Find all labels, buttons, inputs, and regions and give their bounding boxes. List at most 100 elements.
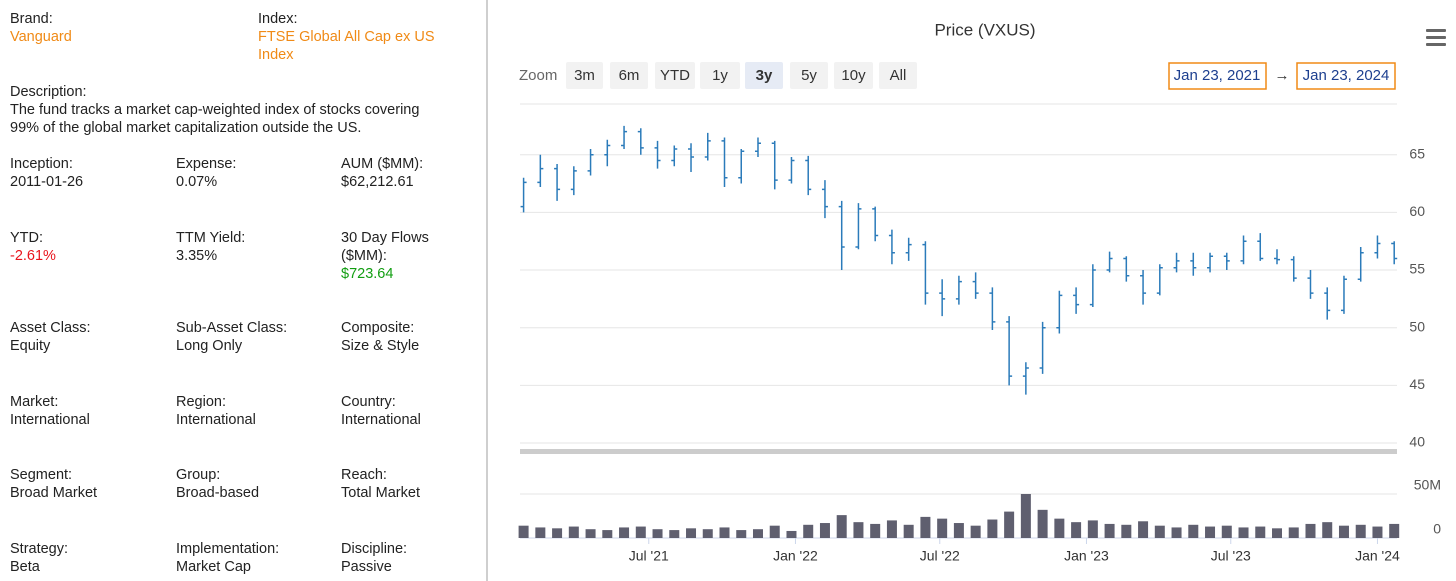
ohlc-bar xyxy=(821,180,828,219)
volume-bar xyxy=(1205,526,1216,538)
y2-tick-label: 50M xyxy=(1414,477,1441,493)
field-label: AUM ($MM): xyxy=(341,156,424,172)
field-label: TTM Yield: xyxy=(176,230,246,246)
volume-bar xyxy=(769,525,780,538)
description: The fund tracks a market cap-weighted in… xyxy=(10,102,420,136)
date-input[interactable] xyxy=(1168,62,1267,90)
volume-bar xyxy=(803,524,814,538)
ohlc-bar xyxy=(888,229,895,265)
ohlc-bar xyxy=(721,137,728,188)
range-from: Jan 23, 2021 xyxy=(1174,67,1261,84)
zoom-button-label: 5y xyxy=(801,67,817,84)
volume-bar xyxy=(1071,522,1082,538)
ohlc-bar xyxy=(1223,252,1230,271)
volume-bar xyxy=(1037,509,1048,538)
volume-bar xyxy=(635,526,646,538)
ohlc-bar xyxy=(1073,287,1080,314)
zoom-button-label: 1y xyxy=(712,67,728,84)
volume-bar xyxy=(1272,528,1283,538)
ohlc-bar xyxy=(1123,256,1130,282)
ohlc-bar xyxy=(554,163,561,201)
y-tick-label: 60 xyxy=(1409,203,1425,219)
ohlc-bar xyxy=(537,154,544,188)
ohlc-bar xyxy=(1039,321,1046,374)
ohlc-bar xyxy=(621,125,628,149)
zoom-button[interactable] xyxy=(790,62,828,89)
volume-bar xyxy=(1004,511,1015,538)
field-value: Vanguard xyxy=(10,29,72,45)
zoom-button-label: All xyxy=(890,67,907,84)
field-label: Inception: xyxy=(10,156,73,172)
zoom-button[interactable] xyxy=(655,62,695,89)
volume-bar xyxy=(518,525,529,538)
ohlc-bar xyxy=(838,200,845,271)
field-label: Expense: xyxy=(176,156,237,172)
volume-bar xyxy=(953,523,964,538)
field-label: Strategy: xyxy=(10,541,69,557)
volume-bar xyxy=(920,516,931,538)
field-value: International xyxy=(341,412,421,428)
navigator-bar xyxy=(520,449,1397,454)
zoom-button[interactable] xyxy=(610,62,648,89)
volume-bar xyxy=(819,523,830,538)
volume-bar xyxy=(1087,520,1098,538)
zoom-button[interactable] xyxy=(879,62,917,89)
ohlc-bar xyxy=(1391,241,1398,265)
field-value: Broad Market xyxy=(10,485,98,501)
field-value: Market Cap xyxy=(176,559,251,575)
field-label: Description: xyxy=(10,84,87,100)
zoom-button[interactable] xyxy=(745,62,783,89)
ohlc-bar xyxy=(905,237,912,261)
menu-icon[interactable] xyxy=(1426,29,1446,46)
field-label: Brand: xyxy=(10,11,53,27)
volume-bar xyxy=(736,530,747,538)
zoom-button-label: 6m xyxy=(619,67,640,84)
volume-bar xyxy=(669,530,680,538)
ohlc-bar xyxy=(1207,252,1214,273)
volume-bar xyxy=(1020,494,1031,538)
zoom-button[interactable] xyxy=(566,62,603,89)
field-value: 0.07% xyxy=(176,174,218,190)
field-label: 30 Day Flows ($MM): xyxy=(341,230,429,264)
ohlc-bar xyxy=(771,140,778,190)
ohlc-bar xyxy=(637,128,644,155)
field-value: Long Only xyxy=(176,338,243,354)
field-value: Total Market xyxy=(341,485,420,501)
ohlc-bar xyxy=(788,157,795,184)
field-value: International xyxy=(176,412,256,428)
ohlc-bar xyxy=(1106,251,1113,273)
ohlc-bar xyxy=(1056,290,1063,334)
zoom-button[interactable] xyxy=(834,62,873,89)
volume-bar xyxy=(535,527,546,538)
date-input[interactable] xyxy=(1296,62,1396,90)
ohlc-bar xyxy=(587,148,594,176)
ohlc-bar xyxy=(1022,362,1029,395)
volume-bar xyxy=(1154,525,1165,538)
ohlc-bar xyxy=(922,241,929,305)
field-value: International xyxy=(10,412,90,428)
volume-bar xyxy=(1104,523,1115,538)
y-tick-label: 40 xyxy=(1409,434,1425,450)
ohlc-bar xyxy=(570,166,577,196)
ohlc-bar xyxy=(654,140,661,169)
volume-bar xyxy=(1121,524,1132,538)
zoom-button[interactable] xyxy=(700,62,740,89)
volume-bar xyxy=(1305,523,1316,538)
volume-bar xyxy=(1372,526,1383,538)
field-label: Group: xyxy=(176,467,221,483)
field-label: Country: xyxy=(341,394,396,410)
x-tick-label: Jan '23 xyxy=(1064,548,1109,564)
ohlc-bar xyxy=(1173,252,1180,273)
zoom-label: Zoom xyxy=(519,67,557,84)
field-label: Discipline: xyxy=(341,541,408,557)
ohlc-bar xyxy=(1240,235,1247,265)
volume-bar xyxy=(552,528,563,538)
volume-bar xyxy=(602,530,613,538)
volume-bar xyxy=(585,529,596,538)
volume-bar xyxy=(686,528,697,538)
y-tick-label: 45 xyxy=(1409,376,1425,392)
volume-bar xyxy=(1322,522,1333,538)
ohlc-bar xyxy=(704,132,711,161)
ohlc-bar xyxy=(671,145,678,167)
volume-bar xyxy=(1054,518,1065,538)
